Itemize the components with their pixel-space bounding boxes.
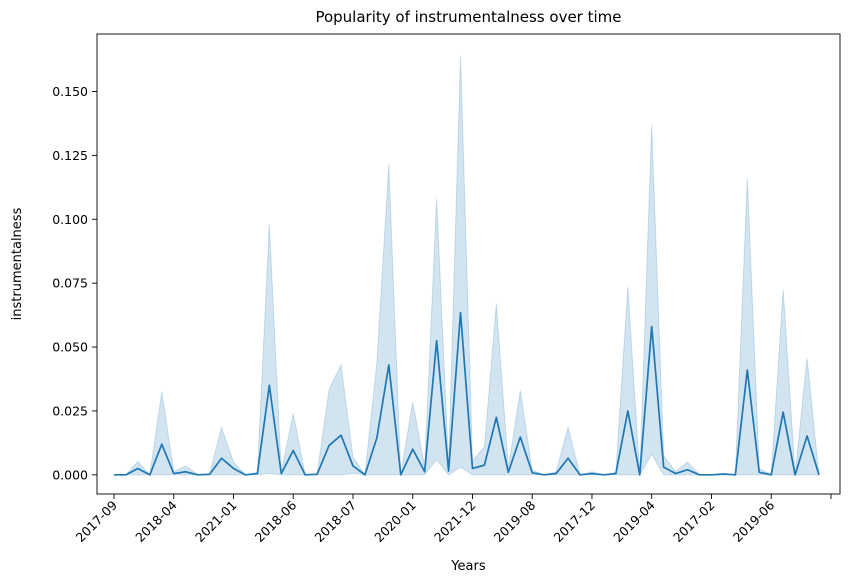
y-tick-label: 0.000 — [52, 467, 88, 482]
x-axis-title: Years — [450, 559, 486, 574]
x-tick-label: 2017-02 — [670, 498, 718, 546]
x-tick-label: 2021-01 — [192, 498, 240, 546]
x-tick-label: 2018-04 — [132, 497, 180, 545]
y-axis-ticks: 0.000 0.025 0.050 0.075 0.100 0.125 0.150 — [52, 84, 97, 482]
plot-frame — [96, 33, 841, 495]
series-line-layer — [114, 311, 820, 476]
y-tick-label: 0.050 — [52, 340, 88, 355]
x-tick-label: 2017-12 — [551, 498, 599, 546]
y-tick-label: 0.125 — [52, 148, 88, 163]
x-tick-label: 2019-08 — [491, 497, 539, 545]
x-tick-label: 2020-01 — [371, 498, 419, 546]
x-tick-label: 2019-06 — [730, 497, 778, 545]
x-tick-label: 2021-12 — [431, 498, 479, 546]
y-axis-title: instrumentalness — [10, 207, 25, 320]
y-tick-label: 0.150 — [52, 84, 88, 99]
chart-title: Popularity of instrumentalness over time — [315, 8, 621, 26]
confidence-band — [114, 55, 820, 477]
x-axis-ticks: 2017-09 2018-04 2021-01 2018-06 2018-07 2020-… — [73, 494, 832, 546]
x-tick-label: 2017-09 — [73, 497, 121, 545]
confidence-band-layer — [114, 55, 820, 477]
x-tick-label: 2018-06 — [252, 497, 300, 545]
x-tick-label: 2018-07 — [312, 498, 360, 546]
series-line — [114, 311, 820, 476]
x-tick-label: 2019-04 — [610, 497, 658, 545]
y-tick-label: 0.075 — [52, 276, 88, 291]
y-tick-label: 0.025 — [52, 403, 88, 418]
y-tick-label: 0.100 — [52, 212, 88, 227]
